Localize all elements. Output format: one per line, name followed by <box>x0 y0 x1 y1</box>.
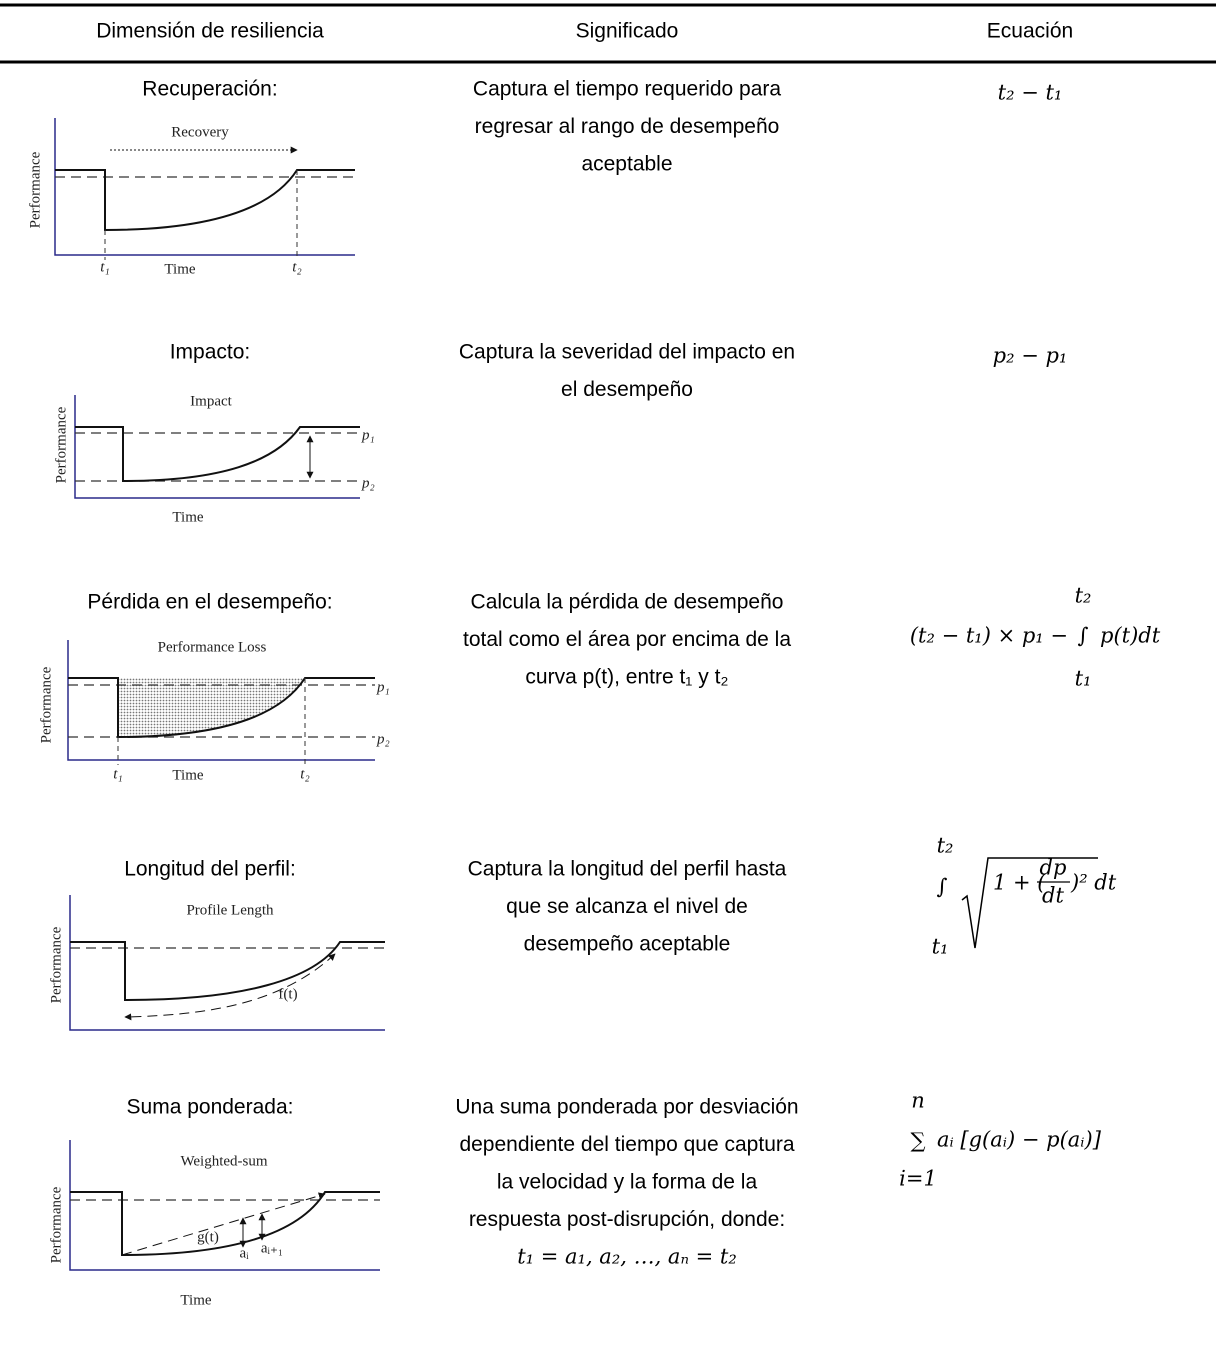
meaning-line: Calcula la pérdida de desempeño <box>471 591 784 614</box>
t1-label: t₁ <box>100 259 109 275</box>
equation: t₂ − t₁ <box>998 81 1063 105</box>
equation-symbol: ∫ <box>937 875 948 899</box>
equation-right: aᵢ [g(aᵢ) − p(aᵢ)] <box>937 1128 1102 1152</box>
figure-x-label: Time <box>164 261 195 277</box>
meaning-line: total como el área por encima de la <box>463 628 791 651</box>
dimension-name: Suma ponderada: <box>127 1096 294 1119</box>
equation-lower: i=1 <box>899 1167 937 1191</box>
figure-title: Weighted-sum <box>180 1153 267 1169</box>
equation-lower: t₁ <box>932 935 949 959</box>
dimension-name: Recuperación: <box>142 78 277 101</box>
meaning-line: Una suma ponderada por desviación <box>455 1096 798 1119</box>
figure-x-label: Time <box>180 1292 211 1308</box>
resilience-figure: Impact Performance Time p₁ p₂ <box>53 393 374 525</box>
figure-y-label: Performance <box>48 1186 64 1263</box>
meaning-line: regresar al rango de desempeño <box>475 115 780 138</box>
p1-label: p₁ <box>376 679 390 695</box>
equation-denominator: dt <box>1042 884 1064 908</box>
figure-x-label: Time <box>172 767 203 783</box>
radical <box>961 857 1098 949</box>
figure-axes <box>69 895 385 1031</box>
figure-title: Impact <box>190 393 232 409</box>
equation-upper: t₂ <box>937 834 954 858</box>
figure-axes <box>54 118 355 256</box>
figure-y-label: Performance <box>38 666 54 743</box>
p2-label: p₂ <box>376 731 390 747</box>
performance-curve <box>68 677 375 739</box>
t1-label: t₁ <box>113 766 122 782</box>
column-header: Ecuación <box>987 20 1073 43</box>
figure-axes <box>69 1140 380 1271</box>
meaning-line: Captura la severidad del impacto en <box>459 341 795 364</box>
meaning-line: desempeño aceptable <box>524 933 731 956</box>
profile-arrow <box>124 953 336 1021</box>
curve-label: g(t) <box>197 1229 219 1245</box>
p2-label: p₂ <box>361 475 375 491</box>
equation-numerator: dp <box>1040 856 1067 880</box>
performance-curve <box>55 169 355 232</box>
resilience-figure: Weighted-sum Performance Time g(t) aᵢ aᵢ₊₁ <box>48 1140 380 1308</box>
figure-title: Performance Loss <box>158 639 267 655</box>
meaning-line: aceptable <box>581 153 672 176</box>
loss-area <box>118 678 305 737</box>
equation-upper: n <box>911 1089 925 1113</box>
equation-right: )² dt <box>1070 871 1117 895</box>
ai-label: aᵢ <box>239 1245 249 1261</box>
resilience-figure: Recovery Performance Time t₁ t₂ <box>27 118 355 277</box>
figure-x-label: Time <box>172 509 203 525</box>
equation-lower: t₁ <box>1075 667 1092 691</box>
ai1-label: aᵢ₊₁ <box>261 1240 283 1256</box>
goal-line <box>121 1192 326 1256</box>
meaning-line: dependiente del tiempo que captura <box>459 1133 794 1156</box>
figure-title: Profile Length <box>186 902 274 918</box>
column-header: Dimensión de resiliencia <box>96 20 324 43</box>
t2-label: t₂ <box>300 766 309 782</box>
curve-label: f(t) <box>278 986 297 1002</box>
equation-upper: t₂ <box>1075 584 1092 608</box>
performance-curve <box>70 1191 380 1257</box>
figure-title: Recovery <box>171 124 229 140</box>
dimension-name: Longitud del perfil: <box>124 858 296 881</box>
meaning-line: la velocidad y la forma de la <box>497 1171 758 1194</box>
meaning-line: Captura el tiempo requerido para <box>473 78 782 101</box>
equation-right: p(t)dt <box>1100 624 1161 648</box>
equation-symbol: ∑ <box>911 1129 926 1153</box>
meaning-line: curva p(t), entre t₁ y t₂ <box>525 666 728 689</box>
figure-axes <box>67 640 375 761</box>
figure-axes <box>74 395 360 499</box>
dimension-name: Impacto: <box>170 341 251 364</box>
meaning-line: el desempeño <box>561 378 693 401</box>
meaning-line: Captura la longitud del perfil hasta <box>468 858 787 881</box>
resilience-figure: Performance Loss Performance Time t₁ t₂ p₁ p₂ <box>38 639 389 783</box>
meaning-line: t₁ = a₁, a₂, …, aₙ = t₂ <box>517 1245 737 1269</box>
figure-y-label: Performance <box>48 926 64 1003</box>
performance-curve <box>75 426 360 483</box>
equation: p₂ − p₁ <box>993 344 1068 368</box>
performance-curve <box>70 941 385 1002</box>
column-header: Significado <box>576 20 679 43</box>
equation-left: (t₂ − t₁) × p₁ − <box>910 624 1068 648</box>
meaning-line: respuesta post-disrupción, donde: <box>469 1208 785 1231</box>
meaning-line: que se alcanza el nivel de <box>506 895 748 918</box>
dimension-name: Pérdida en el desempeño: <box>87 591 332 614</box>
p1-label: p₁ <box>361 427 375 443</box>
figure-y-label: Performance <box>27 151 43 228</box>
t2-label: t₂ <box>292 259 301 275</box>
resilience-figure: Profile Length Performance f(t) <box>48 895 385 1031</box>
equation-symbol: ∫ <box>1078 624 1089 648</box>
figure-y-label: Performance <box>53 406 69 483</box>
